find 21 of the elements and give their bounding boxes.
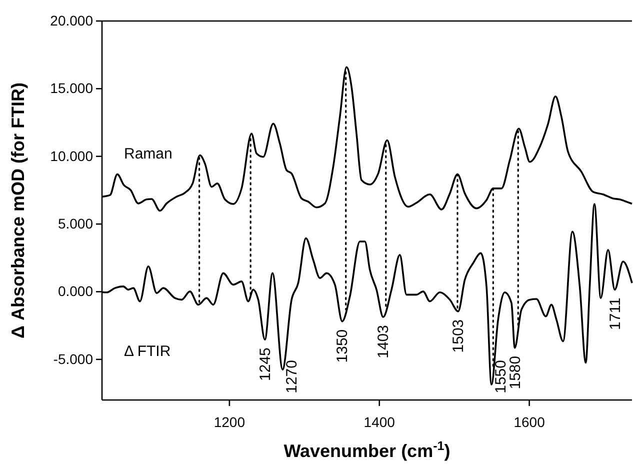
annotation: 1350 <box>334 329 352 363</box>
annotation: 1550 <box>492 360 510 394</box>
annotation: 1580 <box>506 356 524 390</box>
x-tick-label: 1200 <box>214 414 246 430</box>
y-tick-label: 20.000 <box>50 12 94 28</box>
y-tick-label: 15.000 <box>50 80 94 96</box>
y-tick-label: 10.000 <box>50 148 94 164</box>
x-tick-label: 1600 <box>514 414 546 430</box>
x-tick-label: 1400 <box>364 414 396 430</box>
annotation: 1403 <box>375 325 392 358</box>
annotation: 1270 <box>284 360 301 394</box>
x-axis-title: Wavenumber (cm$^{-1}$) <box>284 439 450 461</box>
series-label: Raman <box>124 146 172 163</box>
annotation: 1245 <box>256 348 274 382</box>
text: Δ FTIR <box>124 343 171 360</box>
y-tick-label: -5.000 <box>53 350 94 367</box>
y-axis-title: Δ Absorbance mOD (for FTIR) <box>8 82 28 338</box>
annotation: 1711 <box>606 298 624 330</box>
y-tick-label: 5.000 <box>58 216 94 232</box>
y-tick-label: 0.000 <box>58 283 94 300</box>
annotation: 1503 <box>450 319 468 353</box>
